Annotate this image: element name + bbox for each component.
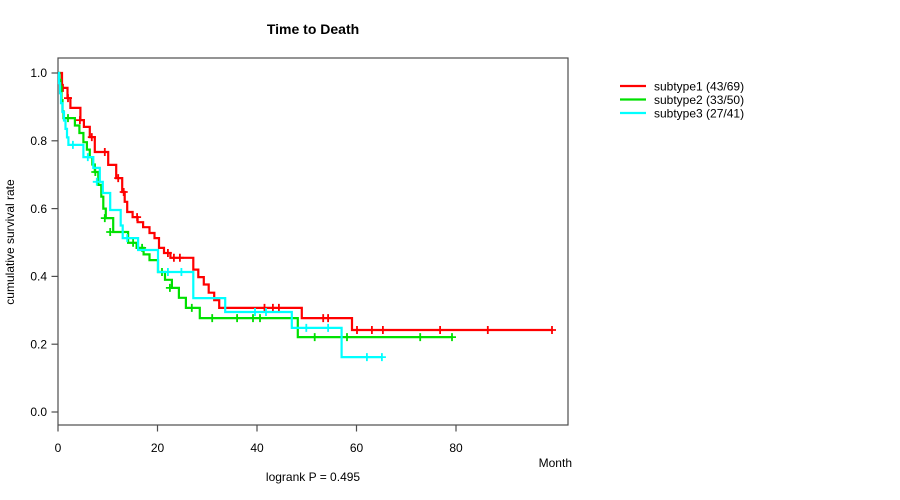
legend-item-subtype1: subtype1 (43/69) xyxy=(620,80,744,94)
survival-curves xyxy=(57,71,556,362)
y-tick-label: 0.0 xyxy=(30,405,47,419)
survival-curve-subtype3 xyxy=(57,71,383,359)
y-tick-label: 0.8 xyxy=(30,134,47,148)
legend: subtype1 (43/69) subtype2 (33/50) subtyp… xyxy=(620,80,744,121)
y-tick-label: 0.4 xyxy=(30,270,47,284)
y-axis-ticks: 1.0 0.8 0.6 0.4 0.2 0.0 xyxy=(30,66,58,419)
legend-item-subtype2: subtype2 (33/50) xyxy=(620,93,744,107)
x-tick-label: 0 xyxy=(55,441,62,455)
y-tick-label: 0.6 xyxy=(30,202,47,216)
plot-box xyxy=(57,57,569,426)
y-axis-label: cumulative survival rate xyxy=(3,179,17,305)
x-axis-ticks: 0 20 40 60 80 xyxy=(55,425,463,455)
censor-marks-subtype2 xyxy=(64,114,456,342)
x-tick-label: 80 xyxy=(449,441,463,455)
survival-curve-subtype2 xyxy=(58,71,453,339)
x-tick-label: 60 xyxy=(350,441,364,455)
x-tick-label: 20 xyxy=(151,441,165,455)
legend-label-subtype2: subtype2 (33/50) xyxy=(654,93,744,107)
y-tick-label: 0.2 xyxy=(30,337,47,351)
plot-title: Time to Death xyxy=(267,21,359,37)
x-tick-label: 40 xyxy=(250,441,264,455)
legend-item-subtype3: subtype3 (27/41) xyxy=(620,107,744,121)
censor-marks-subtype3 xyxy=(68,140,386,362)
legend-label-subtype1: subtype1 (43/69) xyxy=(654,80,744,94)
survival-curve-subtype1 xyxy=(58,71,553,332)
x-axis-label: Month xyxy=(539,456,572,470)
y-tick-label: 1.0 xyxy=(30,66,47,80)
annotation-logrank-p: logrank P = 0.495 xyxy=(266,470,361,484)
censor-marks-subtype1 xyxy=(59,83,556,334)
legend-label-subtype3: subtype3 (27/41) xyxy=(654,107,744,121)
